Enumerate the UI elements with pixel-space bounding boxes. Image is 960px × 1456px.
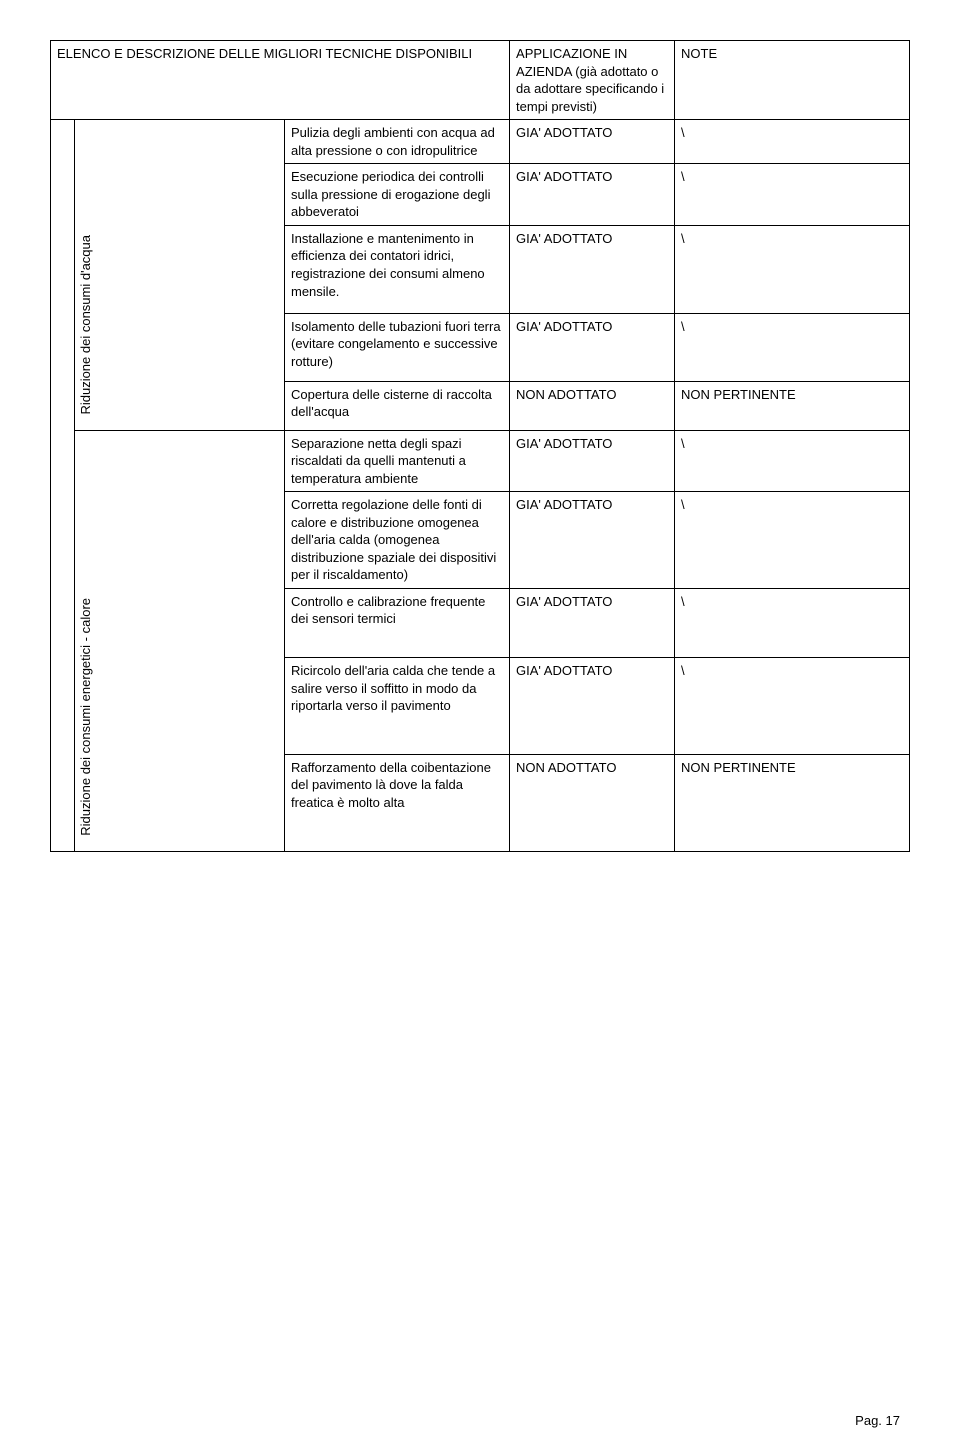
group1-label-cell: Riduzione dei consumi d'acqua bbox=[75, 225, 285, 430]
desc-cell: Pulizia degli ambienti con acqua ad alta… bbox=[285, 120, 510, 164]
app-cell: GIA' ADOTTATO bbox=[510, 658, 675, 755]
header-col1: ELENCO E DESCRIZIONE DELLE MIGLIORI TECN… bbox=[51, 41, 510, 120]
table-row: Pulizia degli ambienti con acqua ad alta… bbox=[51, 120, 910, 164]
note-cell: NON PERTINENTE bbox=[675, 381, 910, 430]
table-row: Riduzione dei consumi energetici - calor… bbox=[51, 588, 910, 657]
note-cell: \ bbox=[675, 120, 910, 164]
desc-cell: Copertura delle cisterne di raccolta del… bbox=[285, 381, 510, 430]
desc-cell: Controllo e calibrazione frequente dei s… bbox=[285, 588, 510, 657]
app-cell: NON ADOTTATO bbox=[510, 754, 675, 851]
app-cell: GIA' ADOTTATO bbox=[510, 492, 675, 589]
app-cell: GIA' ADOTTATO bbox=[510, 225, 675, 313]
app-cell: GIA' ADOTTATO bbox=[510, 313, 675, 381]
table-row: Separazione netta degli spazi riscaldati… bbox=[51, 430, 910, 492]
desc-cell: Esecuzione periodica dei controlli sulla… bbox=[285, 164, 510, 226]
desc-cell: Separazione netta degli spazi riscaldati… bbox=[285, 430, 510, 492]
note-cell: \ bbox=[675, 430, 910, 492]
note-cell: NON PERTINENTE bbox=[675, 754, 910, 851]
app-cell: GIA' ADOTTATO bbox=[510, 430, 675, 492]
desc-cell: Isolamento delle tubazioni fuori terra (… bbox=[285, 313, 510, 381]
page-footer: Pag. 17 bbox=[855, 1413, 900, 1428]
header-row: ELENCO E DESCRIZIONE DELLE MIGLIORI TECN… bbox=[51, 41, 910, 120]
app-cell: GIA' ADOTTATO bbox=[510, 120, 675, 164]
table-row: Riduzione dei consumi d'acqua Installazi… bbox=[51, 225, 910, 313]
note-cell: \ bbox=[675, 658, 910, 755]
group2-label-cell: Riduzione dei consumi energetici - calor… bbox=[75, 588, 285, 851]
desc-cell: Installazione e mantenimento in efficien… bbox=[285, 225, 510, 313]
note-cell: \ bbox=[675, 588, 910, 657]
spacer-cell2 bbox=[75, 430, 285, 588]
main-table: ELENCO E DESCRIZIONE DELLE MIGLIORI TECN… bbox=[50, 40, 910, 852]
outer-blank-cell bbox=[51, 120, 75, 851]
app-cell: GIA' ADOTTATO bbox=[510, 588, 675, 657]
header-col3: NOTE bbox=[675, 41, 910, 120]
note-cell: \ bbox=[675, 313, 910, 381]
desc-cell: Corretta regolazione delle fonti di calo… bbox=[285, 492, 510, 589]
note-cell: \ bbox=[675, 225, 910, 313]
group1-label: Riduzione dei consumi d'acqua bbox=[77, 225, 282, 425]
desc-cell: Rafforzamento della coibentazione del pa… bbox=[285, 754, 510, 851]
header-col2: APPLICAZIONE IN AZIENDA (già adottato o … bbox=[510, 41, 675, 120]
spacer-cell bbox=[75, 120, 285, 226]
note-cell: \ bbox=[675, 492, 910, 589]
app-cell: GIA' ADOTTATO bbox=[510, 164, 675, 226]
desc-cell: Ricircolo dell'aria calda che tende a sa… bbox=[285, 658, 510, 755]
note-cell: \ bbox=[675, 164, 910, 226]
app-cell: NON ADOTTATO bbox=[510, 381, 675, 430]
group2-label: Riduzione dei consumi energetici - calor… bbox=[77, 588, 282, 846]
